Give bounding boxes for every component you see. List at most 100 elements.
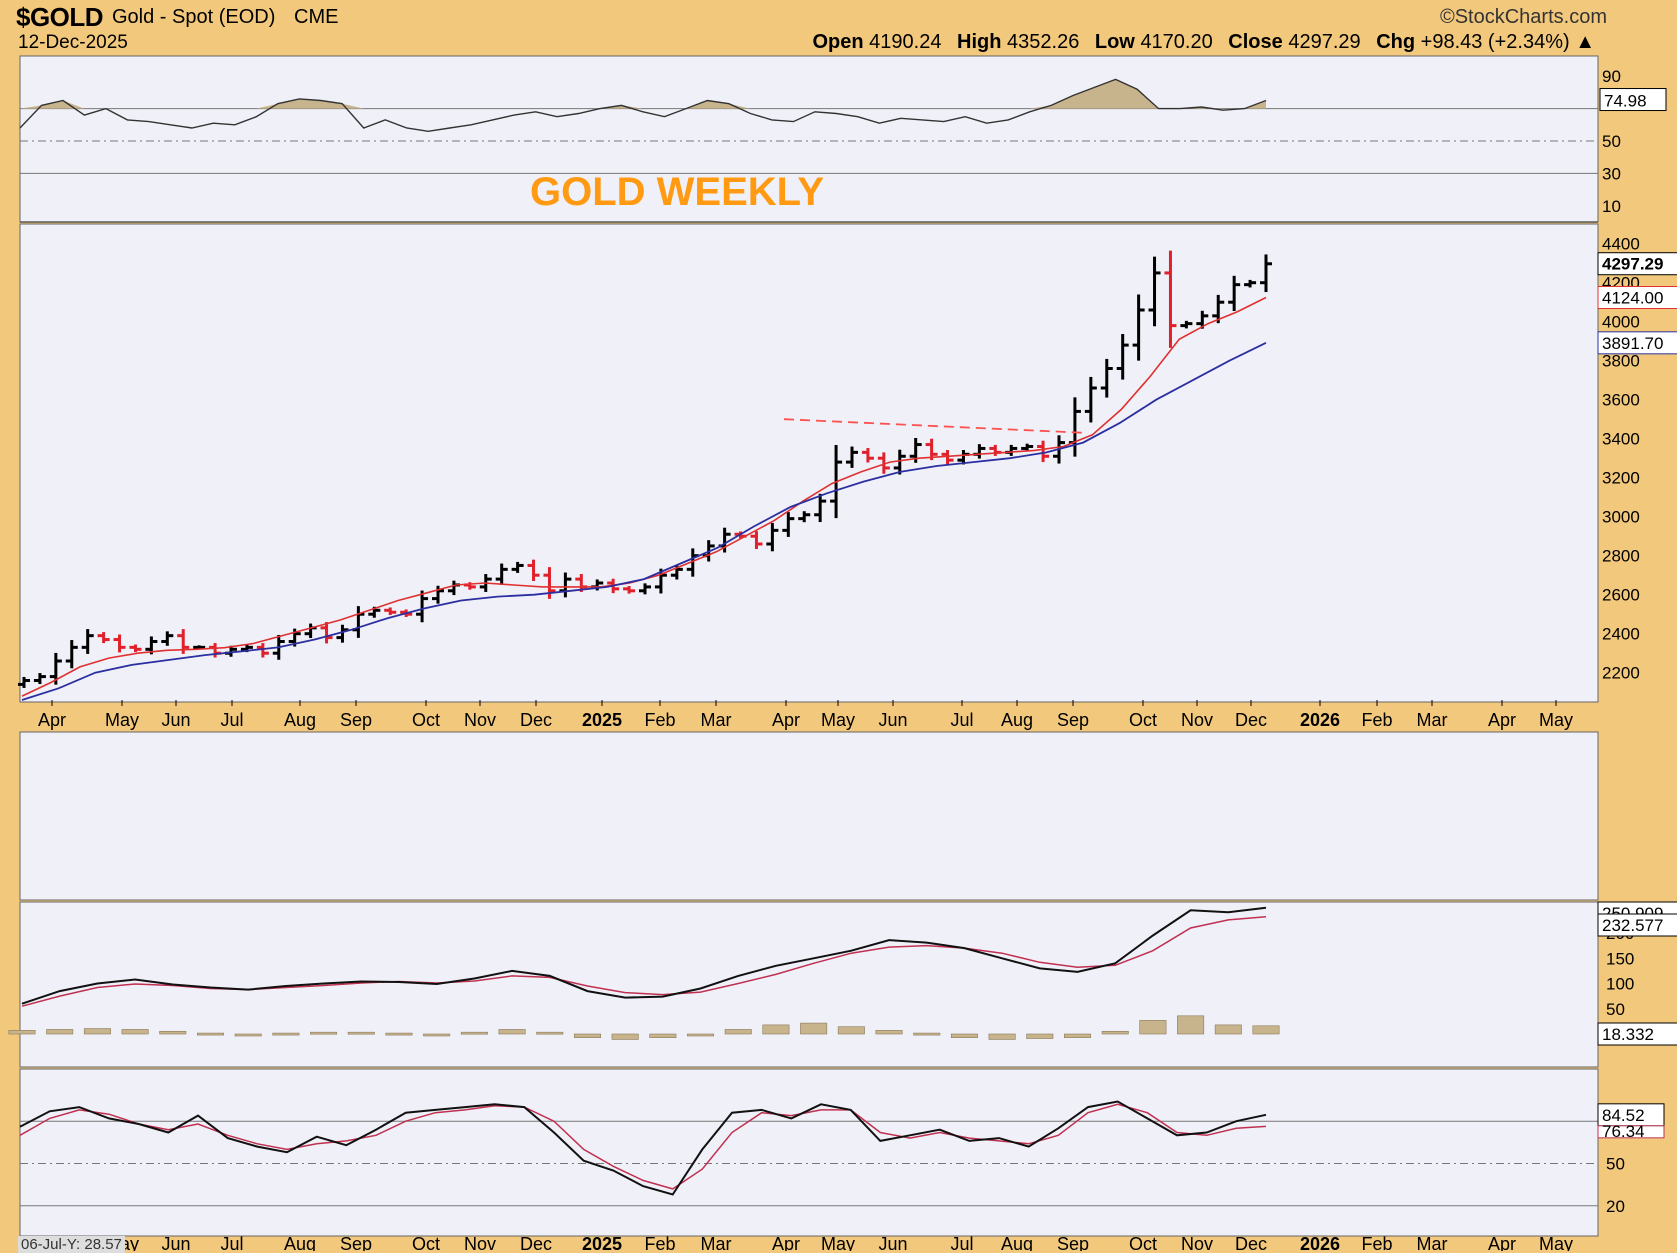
x-axis-label: Sep — [340, 710, 372, 730]
macd-value-label: 18.332 — [1602, 1025, 1654, 1044]
macd-histogram-bar — [950, 1033, 978, 1038]
macd-histogram-bar — [611, 1033, 639, 1040]
stoch-tick: 20 — [1606, 1197, 1625, 1216]
macd-histogram-bar — [460, 1031, 488, 1035]
price-value-label: 3891.70 — [1602, 334, 1663, 353]
x-axis-label: Mar — [701, 710, 732, 730]
x-axis-label: Apr — [1488, 710, 1516, 730]
rsi-tick: 50 — [1602, 132, 1621, 151]
price-value-label: 4124.00 — [1602, 289, 1663, 308]
price-tick: 3400 — [1602, 430, 1640, 449]
macd-histogram-bar — [159, 1030, 187, 1035]
x-axis-label-bottom: Jun — [161, 1234, 190, 1251]
x-axis-label-bottom: Jun — [878, 1234, 907, 1251]
macd-histogram-bar — [423, 1033, 451, 1037]
x-axis-label: 2026 — [1300, 710, 1340, 730]
macd-histogram-bar — [1026, 1033, 1054, 1039]
price-tick: 3600 — [1602, 391, 1640, 410]
open-label: Open — [812, 31, 864, 53]
price-tick: 2800 — [1602, 547, 1640, 566]
stoch-value-label-2: 76.34 — [1602, 1122, 1645, 1141]
x-axis-label: Oct — [412, 710, 440, 730]
price-tick: 2600 — [1602, 586, 1640, 605]
x-axis-label-bottom: Aug — [1001, 1234, 1033, 1251]
exchange-label: CME — [294, 6, 339, 28]
x-axis-label: Nov — [1181, 710, 1213, 730]
x-axis-label-bottom: Oct — [412, 1234, 440, 1251]
macd-histogram-bar — [1139, 1020, 1167, 1035]
x-axis-label-bottom: 2026 — [1300, 1234, 1340, 1251]
date-label: 12-Dec-2025 — [18, 32, 128, 53]
price-value-box — [1597, 286, 1677, 310]
macd-histogram-bar — [536, 1031, 564, 1035]
x-axis-label: Jun — [878, 710, 907, 730]
x-axis-label: Jul — [950, 710, 973, 730]
stoch-fast-line — [19, 1100, 1267, 1196]
x-axis-label-bottom: Jul — [220, 1234, 243, 1251]
chg-label: Chg — [1376, 31, 1416, 53]
panel-macd — [19, 901, 1599, 1068]
macd-histogram-bar — [800, 1022, 828, 1035]
macd-histogram-bar — [1177, 1015, 1205, 1035]
x-axis-label: Oct — [1129, 710, 1157, 730]
x-axis-label-bottom: Oct — [1129, 1234, 1157, 1251]
stochastic-bottom-label: 06-Jul-Y: 28.57 — [18, 1236, 125, 1253]
panel-rsi — [19, 55, 1599, 223]
x-axis-label-bottom: 2025 — [582, 1234, 622, 1251]
rsi-value-label: 74.98 — [1604, 92, 1647, 111]
panel-stoch — [19, 1068, 1599, 1237]
chart-annotation: GOLD WEEKLY — [530, 170, 825, 214]
x-axis-label-bottom: Feb — [1361, 1234, 1392, 1251]
x-axis-label: 2025 — [582, 710, 622, 730]
x-axis-label: May — [1539, 710, 1573, 730]
panel-price — [19, 223, 1599, 703]
high-label: High — [957, 31, 1002, 53]
macd-histogram-bar — [649, 1033, 677, 1038]
brand-label[interactable]: ©StockCharts.com — [1439, 6, 1607, 28]
price-tick: 3000 — [1602, 508, 1640, 527]
x-axis-label: May — [105, 710, 139, 730]
macd-histogram-bar — [196, 1032, 224, 1036]
macd-histogram-bar — [687, 1033, 715, 1037]
price-tick: 4400 — [1602, 235, 1640, 254]
x-axis-label-bottom: Dec — [520, 1234, 552, 1251]
price-tick: 2400 — [1602, 625, 1640, 644]
macd-histogram-bar — [498, 1029, 526, 1035]
x-axis-label: Mar — [1417, 710, 1448, 730]
x-axis-label-bottom: May — [821, 1234, 855, 1251]
macd-tick: 150 — [1606, 949, 1634, 968]
macd-histogram-bar — [83, 1028, 111, 1035]
close-label: Close — [1228, 31, 1283, 53]
macd-value-box — [1597, 1022, 1677, 1046]
x-axis-label-bottom: Nov — [1181, 1234, 1213, 1251]
x-axis-label-bottom: Aug — [284, 1234, 316, 1251]
macd-histogram-bar — [875, 1030, 903, 1035]
macd-histogram-bar — [988, 1033, 1016, 1040]
macd-histogram-bar — [573, 1033, 601, 1038]
close-value: 4297.29 — [1288, 31, 1361, 53]
macd-histogram-bar — [1064, 1033, 1092, 1038]
x-axis-label-bottom: Feb — [644, 1234, 675, 1251]
up-arrow-icon: ▲ — [1575, 31, 1595, 53]
x-axis-label-bottom: Mar — [1417, 1234, 1448, 1251]
x-axis-label-bottom: May — [1539, 1234, 1573, 1251]
x-axis-label-bottom: Jul — [950, 1234, 973, 1251]
x-axis-label: Jul — [220, 710, 243, 730]
macd-histogram-bar — [310, 1031, 338, 1035]
stoch-value-label: 84.52 — [1602, 1106, 1645, 1125]
rsi-tick: 30 — [1602, 164, 1621, 183]
macd-line — [21, 906, 1267, 1005]
symbol-label: $GOLD — [16, 2, 104, 32]
x-axis-label-bottom: Dec — [1235, 1234, 1267, 1251]
x-axis-label: Jun — [161, 710, 190, 730]
chart-header: $GOLD Gold - Spot (EOD) CME 12-Dec-2025 … — [0, 0, 1677, 58]
ma-long-line — [21, 341, 1267, 701]
x-axis-label: Nov — [464, 710, 496, 730]
price-value-box — [1597, 331, 1677, 355]
macd-histogram-bar — [1214, 1024, 1242, 1035]
x-axis-label-bottom: Nov — [464, 1234, 496, 1251]
quote-line: Open 4190.24 High 4352.26 Low 4170.20 Cl… — [812, 31, 1595, 54]
macd-histogram-bar — [762, 1024, 790, 1035]
macd-histogram-bar — [46, 1029, 74, 1035]
